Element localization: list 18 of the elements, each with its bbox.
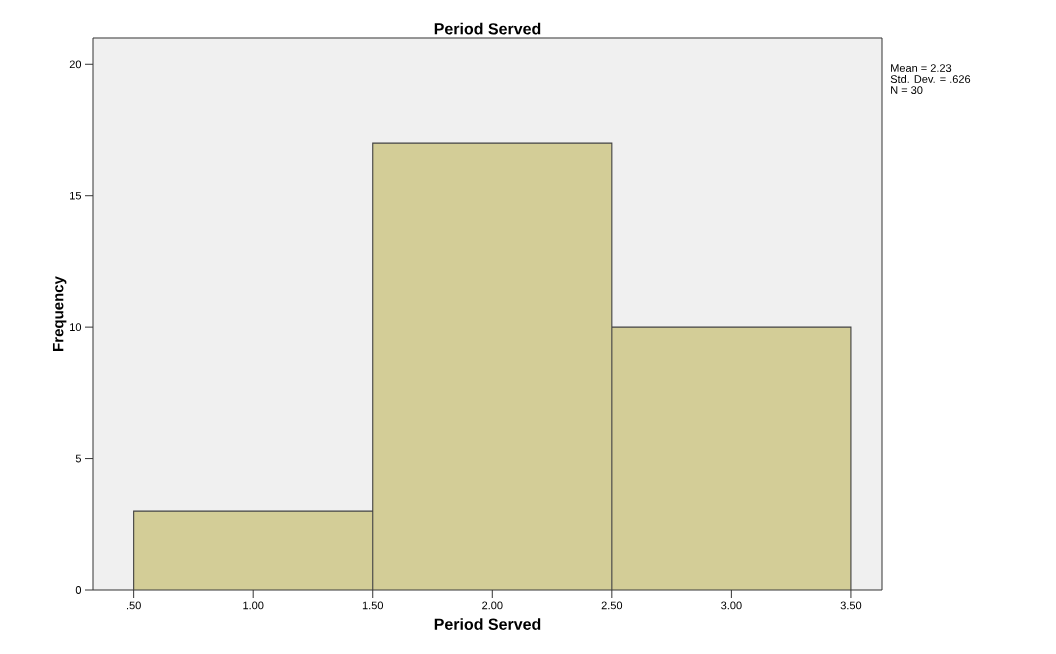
y-tick-label: 15 [70,191,82,200]
text: N = 30 [891,86,923,94]
chart-title: Period Served [434,22,541,35]
x-tick-label: 3.00 [721,601,742,610]
text: Mean = 2.23 [891,64,952,72]
text: Std. Dev. = .626 [890,74,971,83]
x-axis-title: Period Served [434,618,541,630]
y-tick-label: 5 [75,454,82,463]
x-tick-label: 2.50 [601,601,623,610]
x-tick-label: .50 [127,601,141,610]
x-tick-label: 3.50 [840,601,862,610]
y-tick-label: 0 [75,586,82,594]
x-tick-label: 2.00 [482,601,503,610]
y-tick-label: 20 [69,60,82,69]
x-tick-label: 1.50 [362,601,384,610]
y-axis-title: Frequency [52,276,67,351]
x-tick-label: 1.00 [243,601,264,610]
y-tick-label: 10 [70,323,82,332]
